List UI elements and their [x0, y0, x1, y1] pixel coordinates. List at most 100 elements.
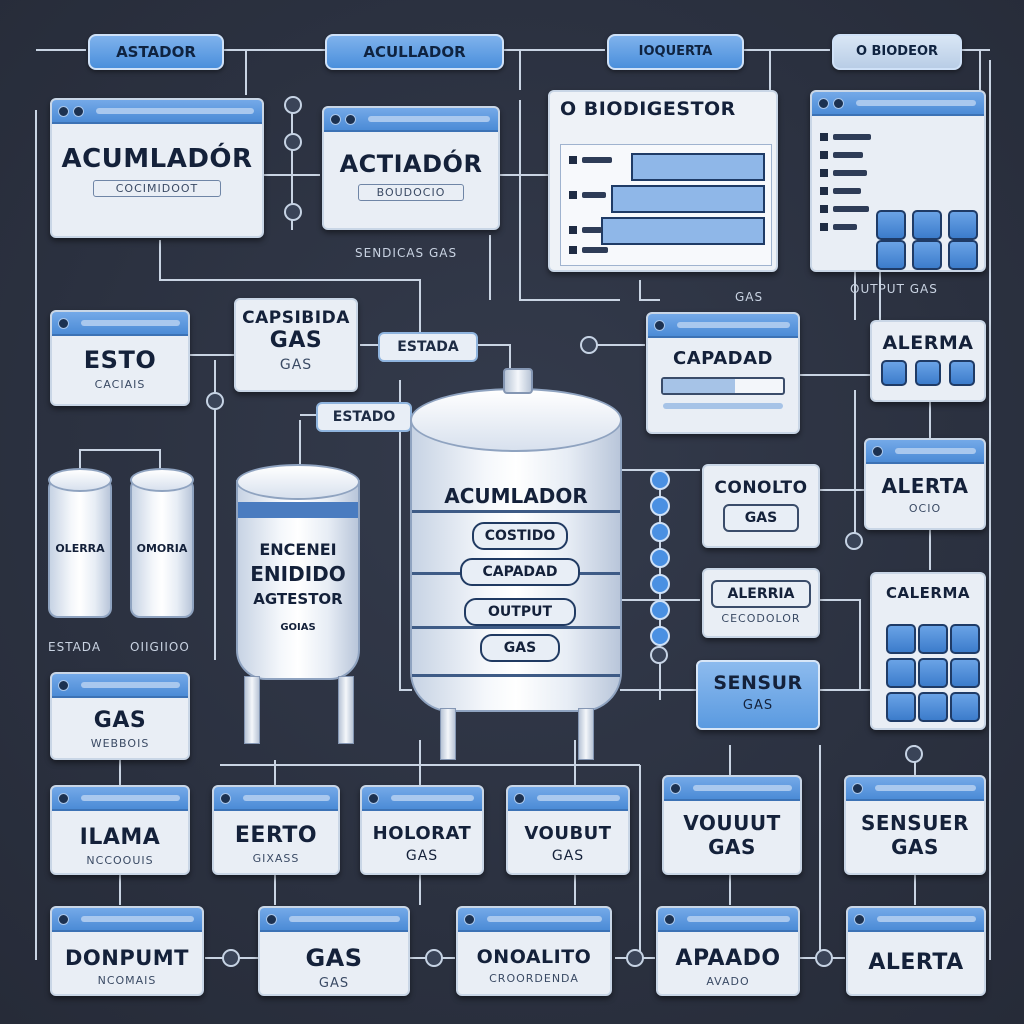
digester-tank: ENCENEI ENIDIDO AGTESTOR GOIAS [236, 480, 360, 680]
card-esto[interactable]: ESTO CACIAIS [50, 310, 190, 406]
connector-node [845, 532, 863, 550]
card-titlebar [648, 314, 798, 338]
pipe-connector [650, 548, 670, 568]
card-title: ILAMA [79, 825, 161, 850]
pipe-connector [650, 470, 670, 490]
card-titlebar [52, 312, 188, 336]
card-titlebar [664, 777, 800, 801]
card-capadad[interactable]: CAPADAD [646, 312, 800, 434]
card-biodigestor[interactable]: O BIODIGESTOR [548, 90, 778, 272]
card-vouuut[interactable]: VOUUUT GAS [662, 775, 802, 875]
card-acumlador[interactable]: ACUMLADÓR COCIMIDOOT [50, 98, 264, 238]
connector-node [650, 646, 668, 664]
top-pill-acullador[interactable]: ACULLADOR [325, 34, 504, 70]
card-title: ACTIADÓR [339, 150, 483, 178]
control-key[interactable] [876, 240, 906, 270]
keypad-key[interactable] [918, 692, 948, 722]
card-subtitle: GIXASS [252, 852, 300, 865]
digester-sub: GOIAS [280, 622, 316, 633]
alerma-key[interactable] [915, 360, 941, 386]
keypad-key[interactable] [886, 624, 916, 654]
connector-node [222, 949, 240, 967]
card-alerta-mid[interactable]: ALERTA OCIO [864, 438, 986, 530]
card-voubut[interactable]: VOUBUT GAS [506, 785, 630, 875]
card-subtitle: WEBBOIS [90, 737, 150, 750]
tank-leg [578, 708, 594, 760]
keypad-key[interactable] [886, 658, 916, 688]
card-titlebar [866, 440, 984, 464]
card-title: ALERMA [882, 332, 974, 354]
card-donpumt[interactable]: DONPUMT NCOMAIS [50, 906, 204, 996]
card-title: EERTO [234, 823, 318, 848]
alerma-key[interactable] [949, 360, 975, 386]
small-tank-right-top [130, 468, 194, 492]
card-calerma[interactable]: CALERMA [870, 572, 986, 730]
card-ilama[interactable]: ILAMA NCCOOUIS [50, 785, 190, 875]
card-title: DONPUMT [64, 946, 190, 970]
small-tank-right: OMORIA [130, 478, 194, 618]
pipe-connector [650, 626, 670, 646]
card-line: GAS [269, 328, 323, 353]
card-title: CAPSIBIDA [242, 308, 350, 328]
card-subtitle: OCIO [908, 502, 942, 515]
control-key[interactable] [876, 210, 906, 240]
card-title: CAPADAD [673, 348, 773, 369]
top-pill-ioquerta[interactable]: IOQUERTA [607, 34, 744, 70]
card-actiador[interactable]: ACTIADÓR BOUDOCIO [322, 106, 500, 230]
card-conolto[interactable]: CONOLTO GAS [702, 464, 820, 548]
keypad-key[interactable] [950, 692, 980, 722]
card-subtitle: COCIMIDOOT [93, 180, 221, 197]
card-titlebar [52, 787, 188, 811]
keypad-key[interactable] [886, 692, 916, 722]
control-key[interactable] [948, 210, 978, 240]
card-capsibida[interactable]: CAPSIBIDA GAS GAS [234, 298, 358, 392]
main-tank-title: ACUMLADOR [444, 484, 588, 508]
card-eerto[interactable]: EERTO GIXASS [212, 785, 340, 875]
control-key[interactable] [912, 240, 942, 270]
card-alerma-top[interactable]: ALERMA [870, 320, 986, 402]
alerma-key[interactable] [881, 360, 907, 386]
main-tank-chip: GAS [480, 634, 560, 662]
card-title: SENSUER [860, 811, 969, 835]
digester-line-2: ENIDIDO [250, 562, 346, 586]
card-subtitle: CACIAIS [94, 378, 146, 391]
biodigestor-bars [560, 144, 772, 266]
top-pill-astador[interactable]: ASTADOR [88, 34, 224, 70]
output-gas-label: OUTPUT GAS [850, 282, 938, 296]
keypad-key[interactable] [918, 658, 948, 688]
card-title: VOUBUT [524, 823, 612, 844]
control-key[interactable] [912, 210, 942, 240]
estada-tag: ESTADA [378, 332, 478, 362]
card-title: SENSUR [713, 672, 803, 694]
capadad-slider[interactable] [661, 377, 785, 395]
card-title: ESTO [83, 346, 157, 374]
card-titlebar [214, 787, 338, 811]
card-titlebar [508, 787, 628, 811]
card-holorat[interactable]: HOLORAT GAS [360, 785, 484, 875]
connector-node [206, 392, 224, 410]
main-tank-chip: CAPADAD [460, 558, 580, 586]
top-pill-obiodeor[interactable]: O BIODEOR [832, 34, 962, 70]
card-alerria[interactable]: ALERRIA CECODOLOR [702, 568, 820, 638]
card-gas-left[interactable]: GAS WEBBOIS [50, 672, 190, 760]
card-apaado[interactable]: APAADO AVADO [656, 906, 800, 996]
card-sensor[interactable]: SENSUR GAS [696, 660, 820, 730]
gas-small-label: GAS [735, 290, 764, 304]
pipe-connector [650, 496, 670, 516]
keypad-key[interactable] [918, 624, 948, 654]
main-tank-top [410, 388, 622, 452]
card-titlebar [324, 108, 498, 132]
card-subtitle: GAS [405, 848, 439, 864]
card-gas-bottom[interactable]: GAS GAS [258, 906, 410, 996]
pipe-connector [650, 522, 670, 542]
control-key[interactable] [948, 240, 978, 270]
card-controls[interactable] [810, 90, 986, 272]
keypad-key[interactable] [950, 658, 980, 688]
card-onoalito[interactable]: ONOALITO CROORDENDA [456, 906, 612, 996]
card-sensuer[interactable]: SENSUER GAS [844, 775, 986, 875]
keypad-key[interactable] [950, 624, 980, 654]
card-alerta-bottom[interactable]: ALERTA [846, 906, 986, 996]
connector-node [905, 745, 923, 763]
small-tank-left: OLERRA [48, 478, 112, 618]
card-chip: ALERRIA [711, 580, 811, 608]
